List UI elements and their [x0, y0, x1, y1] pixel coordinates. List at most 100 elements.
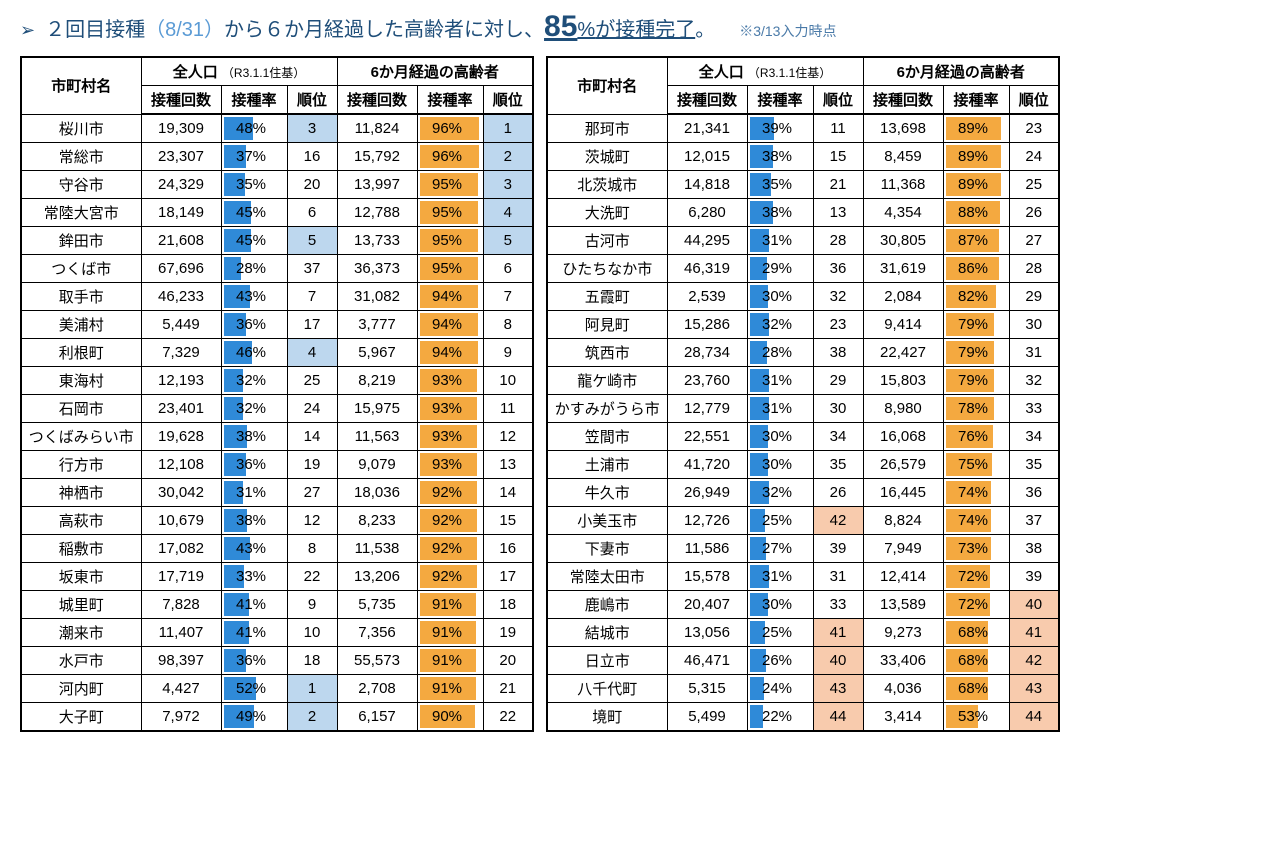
cell-e-rank: 21 [483, 674, 533, 702]
table-row: 那珂市 21,341 39% 11 13,698 89% 23 [547, 114, 1059, 142]
cell-e-count: 4,036 [863, 674, 943, 702]
cell-name: 大子町 [21, 702, 141, 731]
cell-all-rank: 11 [813, 114, 863, 142]
cell-all-count: 20,407 [667, 590, 747, 618]
rate-cell: 79% [943, 310, 1009, 338]
rate-cell: 29% [747, 254, 813, 282]
table-row: 坂東市 17,719 33% 22 13,206 92% 17 [21, 562, 533, 590]
cell-all-count: 28,734 [667, 338, 747, 366]
rate-cell: 68% [943, 674, 1009, 702]
cell-e-rank: 39 [1009, 562, 1059, 590]
cell-all-rank: 36 [813, 254, 863, 282]
cell-all-rank: 12 [287, 506, 337, 534]
th-e-rate: 接種率 [417, 86, 483, 115]
rate-cell: 32% [221, 394, 287, 422]
cell-e-rank: 7 [483, 282, 533, 310]
table-row: 潮来市 11,407 41% 10 7,356 91% 19 [21, 618, 533, 646]
cell-all-rank: 19 [287, 450, 337, 478]
cell-name: 守谷市 [21, 170, 141, 198]
cell-all-count: 17,082 [141, 534, 221, 562]
cell-e-count: 26,579 [863, 450, 943, 478]
cell-all-count: 7,972 [141, 702, 221, 731]
rate-cell: 91% [417, 590, 483, 618]
cell-e-rank: 13 [483, 450, 533, 478]
cell-all-rank: 35 [813, 450, 863, 478]
cell-all-rank: 5 [287, 226, 337, 254]
rate-cell: 39% [747, 114, 813, 142]
rate-cell: 41% [221, 590, 287, 618]
table-row: 美浦村 5,449 36% 17 3,777 94% 8 [21, 310, 533, 338]
th-e-rank: 順位 [1009, 86, 1059, 115]
tables-container: 市町村名 全人口 （R3.1.1住基） 6か月経過の高齢者 接種回数 接種率 順… [20, 56, 1247, 732]
cell-e-rank: 41 [1009, 618, 1059, 646]
cell-e-count: 31,082 [337, 282, 417, 310]
th-group-elderly: 6か月経過の高齢者 [863, 57, 1059, 86]
table-row: 常陸大宮市 18,149 45% 6 12,788 95% 4 [21, 198, 533, 226]
table-row: 取手市 46,233 43% 7 31,082 94% 7 [21, 282, 533, 310]
rate-cell: 89% [943, 142, 1009, 170]
cell-all-rank: 4 [287, 338, 337, 366]
cell-all-count: 46,471 [667, 646, 747, 674]
cell-all-count: 5,315 [667, 674, 747, 702]
cell-all-count: 26,949 [667, 478, 747, 506]
table-row: 日立市 46,471 26% 40 33,406 68% 42 [547, 646, 1059, 674]
rate-cell: 74% [943, 478, 1009, 506]
cell-all-rank: 7 [287, 282, 337, 310]
table-row: 龍ケ崎市 23,760 31% 29 15,803 79% 32 [547, 366, 1059, 394]
rate-cell: 31% [747, 562, 813, 590]
page-title-line: ➢ ２回目接種 （8/31） から６か月経過した高齢者に対し、 85 % が接種… [20, 10, 1247, 44]
cell-name: 石岡市 [21, 394, 141, 422]
cell-all-rank: 18 [287, 646, 337, 674]
cell-all-count: 11,407 [141, 618, 221, 646]
rate-cell: 53% [943, 702, 1009, 731]
cell-all-rank: 23 [813, 310, 863, 338]
rate-cell: 95% [417, 226, 483, 254]
table-row: 大洗町 6,280 38% 13 4,354 88% 26 [547, 198, 1059, 226]
cell-all-count: 15,286 [667, 310, 747, 338]
cell-e-count: 36,373 [337, 254, 417, 282]
cell-name: 神栖市 [21, 478, 141, 506]
cell-all-rank: 28 [813, 226, 863, 254]
cell-all-rank: 30 [813, 394, 863, 422]
th-group-elderly: 6か月経過の高齢者 [337, 57, 533, 86]
table-row: 小美玉市 12,726 25% 42 8,824 74% 37 [547, 506, 1059, 534]
rate-cell: 82% [943, 282, 1009, 310]
cell-e-rank: 5 [483, 226, 533, 254]
cell-e-count: 33,406 [863, 646, 943, 674]
rate-cell: 31% [747, 394, 813, 422]
cell-name: 行方市 [21, 450, 141, 478]
cell-all-count: 46,319 [667, 254, 747, 282]
th-all-count: 接種回数 [667, 86, 747, 115]
cell-name: 龍ケ崎市 [547, 366, 667, 394]
cell-e-count: 30,805 [863, 226, 943, 254]
cell-all-count: 14,818 [667, 170, 747, 198]
cell-e-count: 22,427 [863, 338, 943, 366]
rate-cell: 27% [747, 534, 813, 562]
cell-all-count: 46,233 [141, 282, 221, 310]
cell-e-rank: 17 [483, 562, 533, 590]
th-all-rate: 接種率 [221, 86, 287, 115]
cell-name: 那珂市 [547, 114, 667, 142]
cell-e-rank: 36 [1009, 478, 1059, 506]
table-row: 鉾田市 21,608 45% 5 13,733 95% 5 [21, 226, 533, 254]
cell-e-count: 5,967 [337, 338, 417, 366]
cell-all-count: 13,056 [667, 618, 747, 646]
title-text-a: ２回目接種 [45, 13, 145, 42]
rate-cell: 32% [747, 478, 813, 506]
rate-cell: 31% [747, 226, 813, 254]
cell-all-rank: 39 [813, 534, 863, 562]
cell-all-count: 23,760 [667, 366, 747, 394]
rate-cell: 75% [943, 450, 1009, 478]
cell-e-count: 15,803 [863, 366, 943, 394]
cell-e-count: 13,733 [337, 226, 417, 254]
cell-e-rank: 2 [483, 142, 533, 170]
cell-all-rank: 21 [813, 170, 863, 198]
table-row: 土浦市 41,720 30% 35 26,579 75% 35 [547, 450, 1059, 478]
rate-cell: 28% [221, 254, 287, 282]
cell-e-rank: 12 [483, 422, 533, 450]
cell-all-rank: 8 [287, 534, 337, 562]
rate-cell: 30% [747, 422, 813, 450]
cell-e-count: 15,792 [337, 142, 417, 170]
rate-cell: 32% [221, 366, 287, 394]
cell-e-rank: 18 [483, 590, 533, 618]
